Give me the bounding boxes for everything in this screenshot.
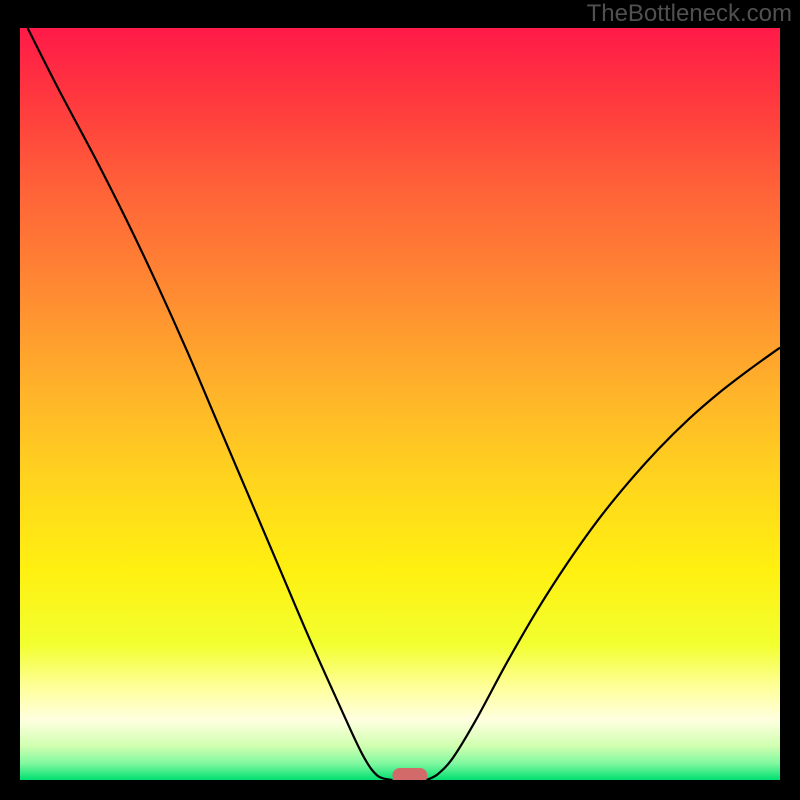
curve-left-branch <box>28 28 393 780</box>
plot-area <box>20 28 780 780</box>
plot-svg <box>20 28 780 780</box>
watermark-text: TheBottleneck.com <box>587 0 792 28</box>
optimal-marker <box>392 768 427 780</box>
curve-right-branch <box>427 348 780 780</box>
chart-frame: TheBottleneck.com <box>0 0 800 800</box>
